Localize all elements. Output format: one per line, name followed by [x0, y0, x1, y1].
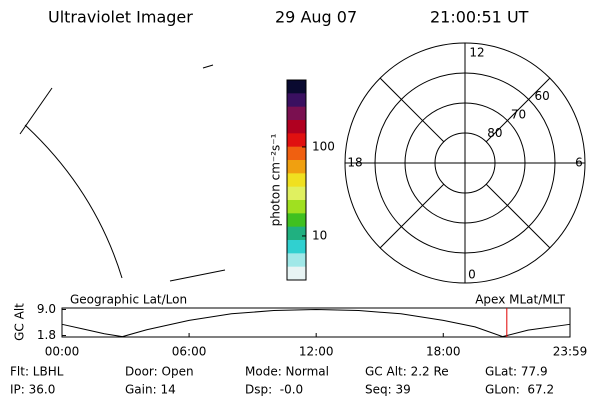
colorbar-frame [286, 79, 307, 281]
colorbar-tick-label: 10 [312, 228, 327, 242]
limb-edge [169, 269, 226, 282]
polar-diagonal [485, 77, 551, 143]
colorbar-tick-label: 100 [312, 139, 335, 153]
limb-edge [19, 87, 53, 135]
mlt-label: 6 [575, 156, 583, 170]
colorbar-segment [287, 160, 306, 174]
y-tick-label: 1.8 [37, 328, 56, 342]
x-tick-label: 00:00 [45, 345, 80, 359]
status-field: GC Alt: 2.2 Re [365, 365, 449, 379]
status-field: GLat: 77.9 [485, 365, 548, 379]
colorbar-segment [287, 186, 306, 201]
mlt-label: 18 [347, 156, 362, 170]
colorbar-segment [287, 213, 306, 228]
polar-ring-label: 60 [534, 89, 549, 103]
date: 29 Aug 07 [275, 8, 357, 27]
polar-diagonal [379, 183, 445, 249]
status-field: IP: 36.0 [10, 383, 55, 397]
colorbar-segment [287, 106, 306, 121]
colorbar-segment [287, 146, 306, 161]
status-field: Flt: LBHL [10, 365, 64, 379]
polar-diagonal [485, 183, 551, 249]
y-tick-label: 9.0 [37, 302, 56, 316]
status-field: Seq: 39 [365, 383, 411, 397]
x-tick-label: 12:00 [299, 345, 334, 359]
altitude-curve [61, 308, 571, 338]
colorbar-segment [287, 173, 306, 188]
colorbar-segment [287, 120, 306, 134]
title: Ultraviolet Imager [48, 8, 193, 27]
colorbar-label: photon cm⁻²s⁻¹ [269, 133, 283, 226]
status-field: Mode: Normal [245, 365, 329, 379]
timeline-left-label: Geographic Lat/Lon [70, 293, 187, 307]
mlt-label: 0 [468, 268, 476, 282]
x-tick-label: 18:00 [426, 345, 461, 359]
colorbar-segment [287, 266, 306, 281]
x-tick-label: 06:00 [172, 345, 207, 359]
colorbar-segment [287, 226, 306, 241]
timeline-ylabel: GC Alt [13, 303, 27, 341]
limb-edge [202, 64, 214, 69]
timeline-right-label: Apex MLat/MLT [475, 293, 565, 307]
status-field: GLon: 67.2 [485, 383, 554, 397]
colorbar-segment [287, 240, 306, 254]
colorbar-segment [287, 93, 306, 108]
mlt-label: 12 [469, 46, 484, 60]
polar-diagonal [379, 77, 445, 143]
status-field: Dsp: -0.0 [245, 383, 303, 397]
colorbar-segment [287, 200, 306, 214]
colorbar-segment [287, 253, 306, 268]
colorbar-segment [287, 133, 306, 148]
polar-ring-label: 70 [511, 108, 526, 122]
time: 21:00:51 UT [430, 8, 529, 27]
colorbar-segment [287, 80, 306, 94]
limb-arc [24, 124, 123, 279]
x-tick-label: 23:59 [553, 345, 588, 359]
status-field: Door: Open [125, 365, 194, 379]
status-field: Gain: 14 [125, 383, 176, 397]
